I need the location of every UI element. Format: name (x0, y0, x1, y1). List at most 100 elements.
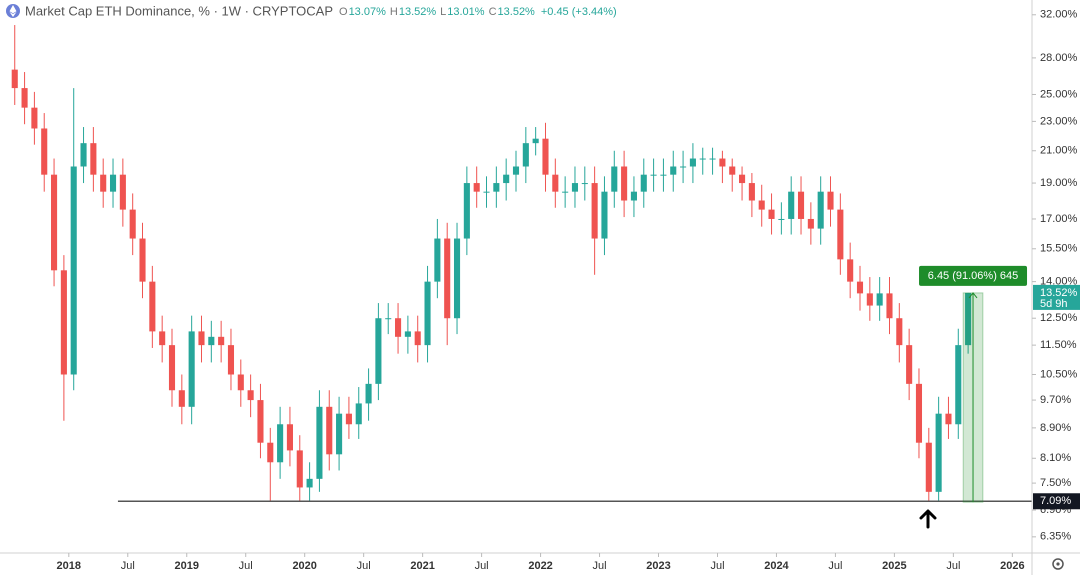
candle-body (542, 138, 549, 175)
ohlc-value: 13.01% (447, 6, 485, 18)
x-tick-label: 2022 (528, 560, 552, 572)
x-tick-label: Jul (239, 560, 253, 572)
candle-body (60, 270, 67, 375)
candle-body (925, 442, 932, 492)
candle-body (512, 166, 520, 175)
candle-body (621, 166, 628, 201)
candle-body (660, 174, 667, 176)
candle-body (326, 406, 333, 455)
candle-body (896, 318, 903, 346)
candle-body (729, 166, 736, 175)
candle-body (109, 174, 117, 192)
ohlc-legend: O 13.07% H 13.52% L 13.01% C 13.52% +0.45 (+3.44… (339, 6, 617, 18)
x-tick-label: 2019 (175, 560, 199, 572)
ohlc-value: 13.07% (349, 6, 387, 18)
y-tick-label: 21.00% (1040, 145, 1078, 157)
y-tick-label: 7.50% (1040, 477, 1071, 489)
candle-body (699, 158, 706, 160)
candle-body (51, 174, 58, 271)
x-axis: 2018 Jul 2019 Jul 2020 Jul 2021 Jul 2022 Jul 2023 J… (57, 553, 1025, 572)
candle-body (562, 191, 569, 193)
candle-body (591, 183, 598, 239)
candle-body (277, 424, 284, 463)
candle-body (807, 218, 814, 229)
candle-body (149, 281, 156, 332)
candle-body (473, 183, 480, 192)
candle-body (227, 345, 235, 375)
candle-body (935, 413, 942, 492)
y-tick-label: 17.00% (1040, 213, 1078, 225)
gear[interactable] (1052, 558, 1064, 570)
candle-body (886, 293, 893, 319)
candle-body (424, 281, 431, 346)
candle-body (601, 191, 608, 239)
ohlc-key: O (339, 6, 348, 18)
candle-body (827, 191, 834, 210)
settings-button[interactable] (1052, 558, 1064, 570)
candle-body (247, 390, 254, 401)
ohlc-key: H (390, 6, 398, 18)
candle-body (640, 174, 647, 192)
y-tick-label: 15.50% (1040, 243, 1078, 255)
candle-body (719, 158, 726, 167)
x-tick-label: 2018 (57, 560, 81, 572)
candle-body (178, 390, 185, 407)
candle-body (80, 143, 87, 167)
chart-title: Market Cap ETH Dominance, % · 1W · CRYPT… (25, 3, 333, 18)
hline-label: 7.09% (1040, 495, 1071, 507)
candle-body (414, 331, 421, 346)
candle-body (847, 259, 854, 282)
candle-body (100, 174, 107, 192)
overlay: 6.45 (91.06%) 645 (117, 265, 1032, 503)
candle-body (680, 166, 687, 168)
candle-body (306, 478, 313, 488)
candle-body (876, 293, 883, 306)
x-tick-label: Jul (593, 560, 607, 572)
countdown-label: 5d 9h (1040, 298, 1068, 310)
y-tick-label: 12.50% (1040, 312, 1078, 324)
candle-body (522, 143, 529, 167)
x-tick-label: Jul (121, 560, 135, 572)
y-tick-label: 10.50% (1040, 368, 1078, 380)
candle-body (817, 191, 824, 229)
y-tick-label: 28.00% (1040, 52, 1078, 64)
candle-body (630, 191, 637, 201)
candle-body (159, 331, 166, 346)
candle-body (267, 442, 274, 463)
y-axis: 32.00% 28.00% 25.00% 23.00% 21.00% 19.00% 17.0… (1032, 9, 1080, 543)
candle-body (119, 174, 126, 210)
y-tick-label: 23.00% (1040, 115, 1078, 127)
x-tick-label: 2026 (1000, 560, 1024, 572)
candle-body (670, 166, 677, 175)
candle-body (316, 406, 323, 479)
candle-body (375, 318, 382, 384)
ohlc-value: 13.52% (498, 6, 536, 18)
candle-body (778, 218, 785, 220)
candle-body (453, 238, 461, 319)
candle-body (650, 174, 657, 176)
candle-body (395, 318, 402, 337)
header: Market Cap ETH Dominance, % · 1W · CRYPT… (0, 0, 625, 22)
candle-body (31, 107, 38, 129)
candle-body (965, 292, 972, 346)
candle-body (758, 200, 765, 210)
x-tick-label: 2024 (764, 560, 789, 572)
x-tick-label: 2023 (646, 560, 670, 572)
candle-body (866, 293, 873, 306)
candle-body (434, 238, 441, 282)
candle-body (404, 331, 411, 337)
candle-body (493, 183, 500, 192)
y-tick-label: 14.00% (1040, 276, 1078, 288)
candle-body (355, 403, 362, 425)
x-tick-label: Jul (475, 560, 489, 572)
hline-label-bg (1033, 493, 1080, 510)
gear-center[interactable] (1056, 562, 1060, 566)
y-tick-label: 11.50% (1040, 339, 1077, 351)
candle-body (915, 383, 923, 443)
y-tick-label: 8.90% (1040, 422, 1071, 434)
plot-area (11, 25, 972, 502)
candle-body (168, 345, 176, 391)
candle-body (21, 88, 28, 108)
x-tick-label: 2025 (882, 560, 906, 572)
ohlc-key: L (440, 6, 446, 18)
